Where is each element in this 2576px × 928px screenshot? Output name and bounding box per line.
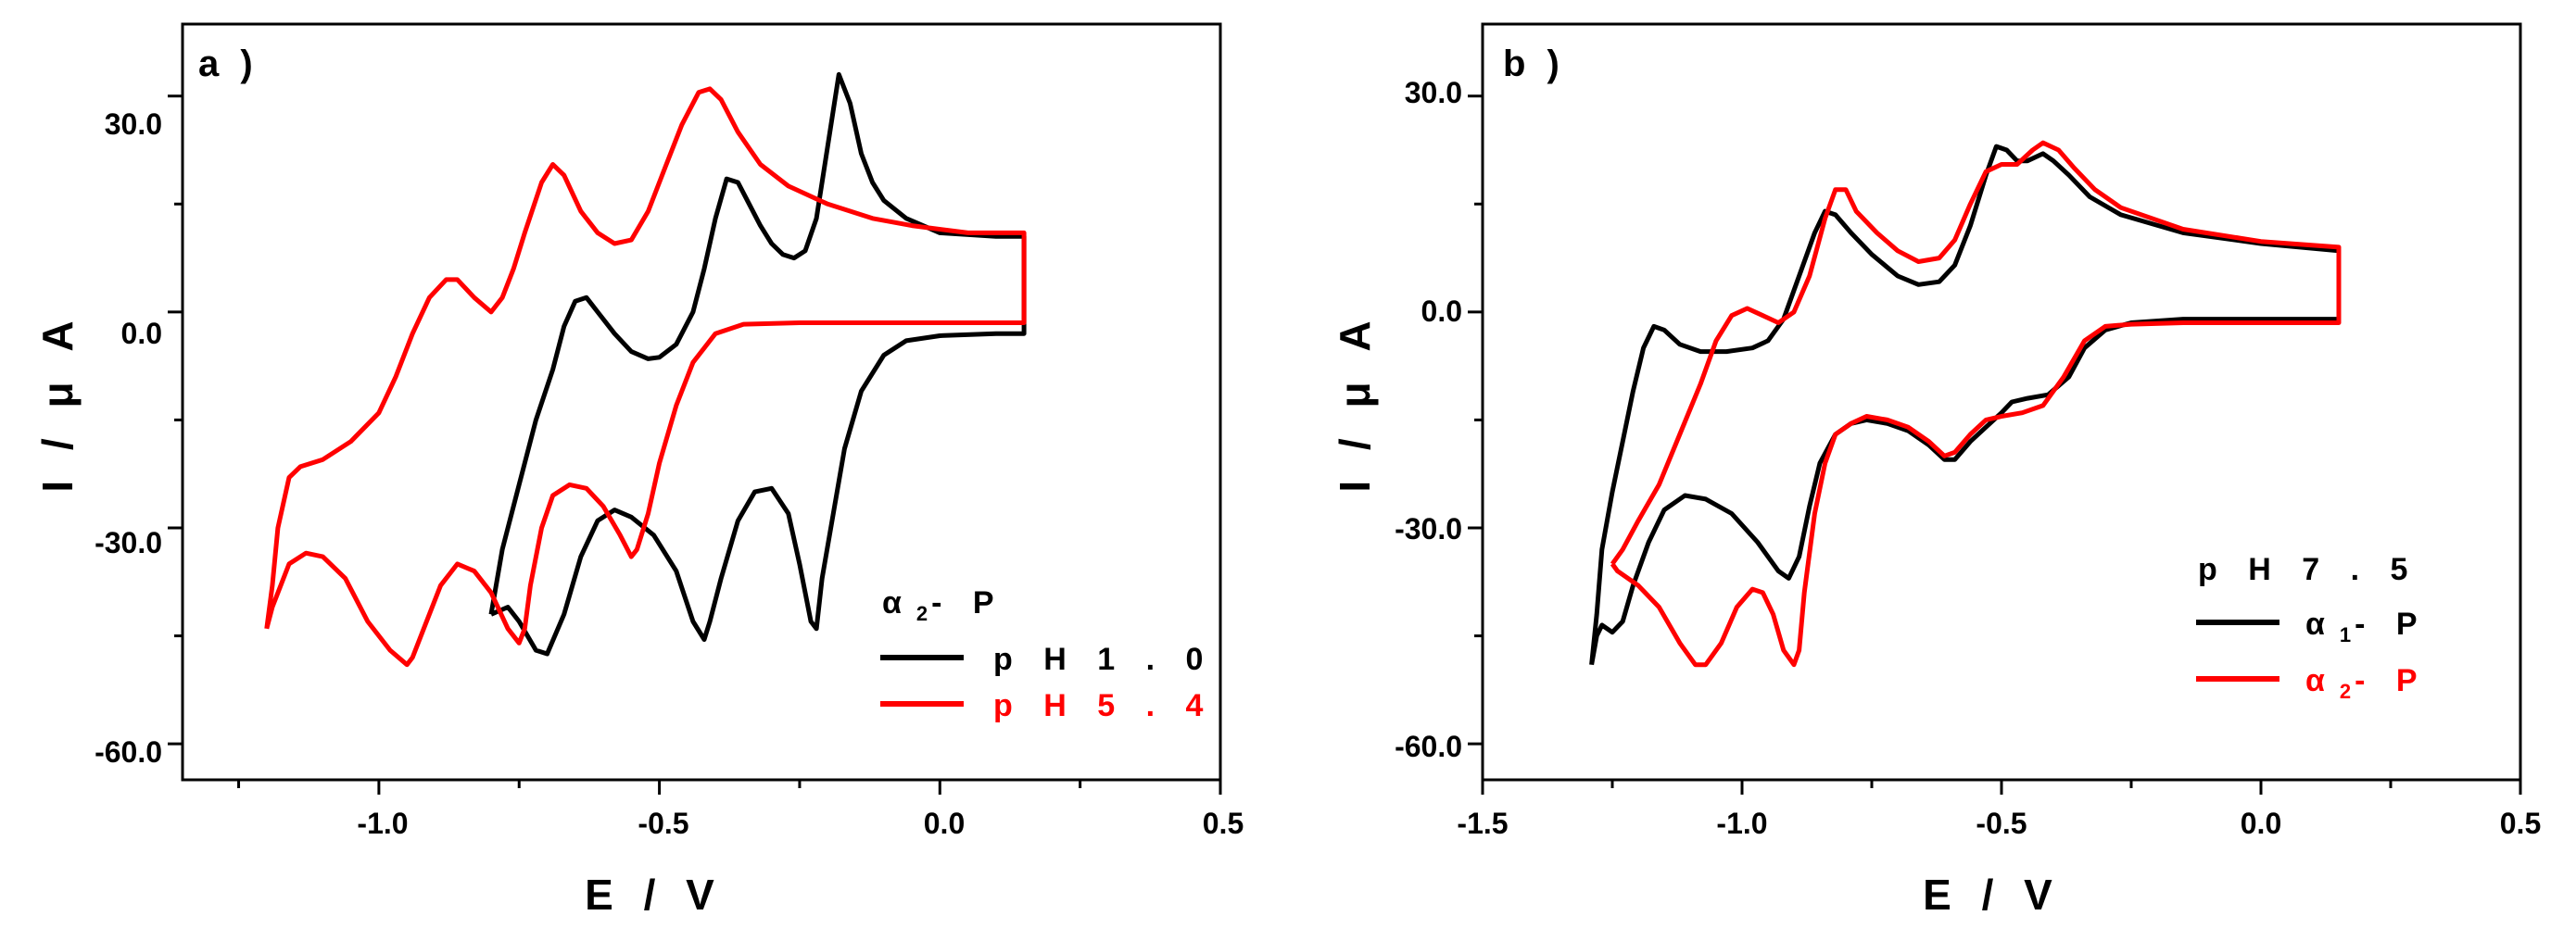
panel-a-legend-label-ph1: p H 1 . 0	[993, 642, 1214, 677]
alpha-subscript: 2	[2340, 680, 2351, 703]
panel-a-ticks	[168, 94, 1222, 795]
panel-a-ytick-label-neg30: -30.0	[95, 526, 162, 559]
panel-a-x-axis-title: E / V	[585, 871, 724, 919]
panel-a-plot-frame	[181, 22, 1222, 782]
alpha-symbol: α	[2305, 663, 2336, 698]
panel-b-xtick-label-neg1: -1.0	[1716, 807, 1767, 840]
panel-a-xtick-label-neg1: -1.0	[357, 807, 408, 840]
panel-a-ytick-label-30: 30.0	[105, 107, 162, 141]
panel-b-ticks	[1468, 94, 2522, 795]
panel-a-series-ph54-curve	[264, 86, 1027, 668]
panel-a-ytick-label-0: 0.0	[121, 317, 162, 350]
alpha-rest: - P	[2355, 607, 2428, 642]
panel-a-xtick-label-0: 0.0	[924, 807, 965, 840]
panel-b-y-axis-title: I / μ A	[1331, 311, 1379, 492]
panel-a-legend-label-ph54: p H 5 . 4	[993, 688, 1214, 723]
panel-a-curves	[264, 71, 1027, 668]
panel-b-curves	[1589, 140, 2342, 668]
panel-b-x-axis-title: E / V	[1923, 871, 2062, 919]
alpha-symbol: α	[2305, 607, 2336, 642]
panel-b-label: b )	[1503, 44, 1565, 84]
panel-b-series-alpha2-curve	[1610, 140, 2342, 668]
panel-b: 30.0 0.0 -30.0 -60.0 -1.5 -1.0 -0.5 0.0 …	[1331, 22, 2541, 919]
legend-title-rest: - P	[931, 585, 1004, 621]
panel-b-legend-title: p H 7 . 5	[2198, 552, 2418, 587]
legend-title-subscript: 2	[916, 602, 928, 625]
panel-b-xtick-label-05: 0.5	[2500, 807, 2541, 840]
legend-title-symbol: α	[882, 585, 913, 621]
panel-b-xtick-label-neg15: -1.5	[1457, 807, 1508, 840]
panel-b-ytick-label-neg30: -30.0	[1395, 512, 1462, 546]
panel-a: 30.0 0.0 -30.0 -60.0 -1.0 -0.5 0.0 0.5 E…	[33, 22, 1244, 919]
alpha-subscript: 1	[2340, 623, 2351, 646]
panel-a-label: a )	[198, 44, 259, 84]
panel-a-ytick-label-neg60: -60.0	[95, 735, 162, 769]
panel-b-xtick-label-0: 0.0	[2241, 807, 2281, 840]
panel-b-xtick-label-neg05: -0.5	[1976, 807, 2027, 840]
panel-b-ytick-label-30: 30.0	[1405, 76, 1462, 109]
panel-a-xtick-label-neg05: -0.5	[638, 807, 688, 840]
alpha-rest: - P	[2355, 663, 2428, 698]
panel-a-xtick-label-05: 0.5	[1203, 807, 1244, 840]
panel-b-ytick-label-neg60: -60.0	[1395, 730, 1462, 763]
panel-a-y-axis-title: I / μ A	[33, 311, 82, 492]
panel-b-ytick-label-0: 0.0	[1421, 295, 1462, 328]
